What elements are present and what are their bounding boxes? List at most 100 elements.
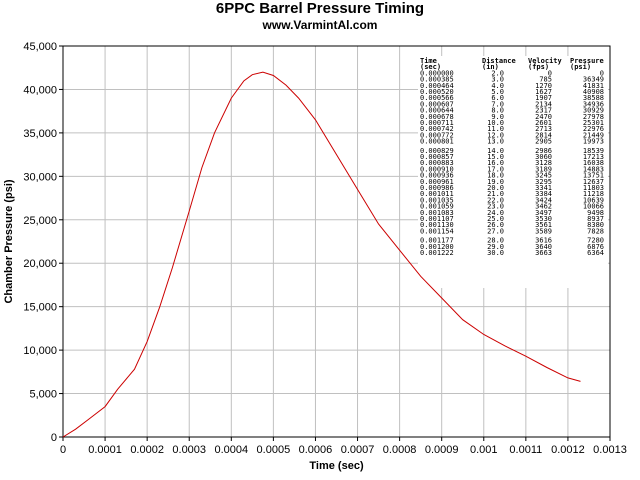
data-table-cell: 27978 — [583, 113, 604, 121]
data-table-cell: 0.000464 — [420, 82, 454, 90]
x-tick-label: 0.0004 — [214, 444, 248, 456]
data-table-cell: 34936 — [583, 100, 604, 108]
data-table-cell: 17213 — [583, 153, 604, 161]
data-table-cell: 25.0 — [487, 215, 504, 223]
x-tick-label: 0.0009 — [425, 444, 459, 456]
y-tick-label: 45,000 — [23, 41, 57, 53]
y-tick-label: 25,000 — [23, 215, 57, 227]
data-table-cell: 0.000566 — [420, 94, 454, 102]
data-table-cell: 2317 — [535, 107, 552, 115]
data-table-cell: 18.0 — [487, 172, 504, 180]
data-table-cell: 9.0 — [491, 113, 504, 121]
data-table-cell: 0.000857 — [420, 153, 454, 161]
data-table-cell: 3530 — [535, 215, 552, 223]
data-table-cell: 20.0 — [487, 184, 504, 192]
plot-frame — [62, 45, 611, 438]
data-table-cell: 3663 — [535, 249, 552, 257]
data-table-cell: 1270 — [535, 82, 552, 90]
data-table-cell: 2134 — [535, 100, 552, 108]
data-table-cell: 30929 — [583, 107, 604, 115]
data-table-cell: 0.000385 — [420, 76, 454, 84]
data-table-cell: 19973 — [583, 138, 604, 146]
data-table-cell: 15.0 — [487, 153, 504, 161]
data-table-cell: 3384 — [535, 190, 552, 198]
data-table-cell: 3462 — [535, 203, 552, 211]
data-table-cell: 3245 — [535, 172, 552, 180]
data-table-cell: 16038 — [583, 159, 604, 167]
data-table-cell: 3640 — [535, 243, 552, 251]
data-table-cell: 3189 — [535, 165, 552, 173]
chart-subtitle: www.VarmintAl.com — [262, 18, 378, 32]
data-table-cell: 8380 — [587, 221, 604, 229]
x-tick-label: 0.0008 — [383, 444, 417, 456]
x-tick-label: 0.0007 — [341, 444, 375, 456]
data-table-cell: 0.001035 — [420, 196, 454, 204]
data-table-cell: 4.0 — [491, 82, 504, 90]
data-table-cell: 0.000910 — [420, 165, 454, 173]
data-table-cell: 14883 — [583, 165, 604, 173]
data-table-cell: 22.0 — [487, 196, 504, 204]
data-table-cell: 2905 — [535, 138, 552, 146]
data-table-cell: 26.0 — [487, 221, 504, 229]
y-axis-ticks: 0 5,000 10,000 15,000 20,000 25,000 30,000 35,0… — [23, 41, 63, 444]
data-table-cell: 25301 — [583, 119, 604, 127]
data-table-cell: 0.000772 — [420, 131, 454, 139]
data-table-cell: 38588 — [583, 94, 604, 102]
y-tick-label: 35,000 — [23, 128, 57, 140]
data-table-background — [418, 56, 608, 288]
data-table-cell: 18539 — [583, 147, 604, 155]
y-tick-label: 0 — [51, 432, 57, 444]
data-table-header: Time — [420, 57, 437, 65]
data-table-cell: 1907 — [535, 94, 552, 102]
data-table-cell: 0.000678 — [420, 113, 454, 121]
data-table-cell: 0.000986 — [420, 184, 454, 192]
data-table-cell: 6.0 — [491, 94, 504, 102]
x-tick-label: 0.0005 — [257, 444, 291, 456]
data-table-cell: 21449 — [583, 131, 604, 139]
data-table-cell: 0.000801 — [420, 138, 454, 146]
data-table-cell: 7.0 — [491, 100, 504, 108]
data-table-cell: 16.0 — [487, 159, 504, 167]
data-table-cell: 0.000520 — [420, 88, 454, 96]
data-table-cell: 6364 — [587, 249, 604, 257]
y-axis-title: Chamber Pressure (psi) — [3, 179, 15, 303]
data-table-cell: 1627 — [535, 88, 552, 96]
data-table-header: Distance — [482, 57, 516, 65]
data-table-cell: 2713 — [535, 125, 552, 133]
data-table-cell: 12637 — [583, 178, 604, 186]
data-table-cell: 0.001200 — [420, 243, 454, 251]
pressure-line — [62, 71, 581, 438]
data-table-cell: 3424 — [535, 196, 552, 204]
data-table-cell: 3497 — [535, 209, 552, 217]
y-tick-label: 40,000 — [23, 84, 57, 96]
data-table-cell: 36349 — [583, 76, 604, 84]
x-tick-label: 0.0001 — [88, 444, 122, 456]
chart-title: 6PPC Barrel Pressure Timing — [215, 0, 425, 17]
data-table-cell: 11218 — [583, 190, 604, 198]
data-table-cell: 0.000607 — [420, 100, 454, 108]
data-table-cell: 2.0 — [491, 69, 504, 77]
data-table-cell: 0.001011 — [420, 190, 454, 198]
data-table-cell: 7828 — [587, 227, 604, 235]
data-table-cell: 0.000961 — [420, 178, 454, 186]
data-table-cell: 0.001083 — [420, 209, 454, 217]
data-table-cell: 0.000000 — [420, 69, 454, 77]
data-table-cell: 27.0 — [487, 227, 504, 235]
data-table-cell: 11803 — [583, 184, 604, 192]
data-table-cell: 7280 — [587, 237, 604, 245]
data-table-header: Velocity — [528, 57, 563, 65]
x-tick-label: 0.001 — [470, 444, 498, 456]
data-table-cell: 0.001177 — [420, 237, 454, 245]
x-tick-label: 0.0013 — [593, 444, 627, 456]
data-table-cell: 12.0 — [487, 131, 504, 139]
data-table-cell: 30.0 — [487, 249, 504, 257]
data-table-cell: 21.0 — [487, 190, 504, 198]
data-table-cell: 0.000711 — [420, 119, 454, 127]
x-tick-label: 0 — [60, 444, 66, 456]
x-tick-label: 0.0012 — [551, 444, 585, 456]
data-table-cell: 14.0 — [487, 147, 504, 155]
data-table-cell: 10639 — [583, 196, 604, 204]
x-tick-label: 0.0011 — [509, 444, 542, 456]
x-axis-ticks: 0 0.0001 0.0002 0.0003 0.0004 0.0005 0.0006 0.0… — [60, 437, 627, 456]
